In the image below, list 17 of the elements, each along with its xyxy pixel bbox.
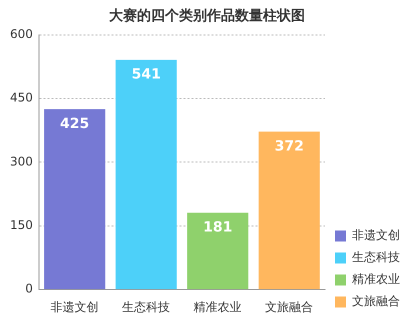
chart-title: 大赛的四个类别作品数量柱状图 <box>109 7 305 24</box>
legend-label: 非遗文创 <box>352 228 400 242</box>
x-tick-label: 非遗文创 <box>50 300 99 314</box>
y-tick-label: 450 <box>10 90 33 105</box>
legend-label: 生态科技 <box>352 250 400 264</box>
data-label: 372 <box>274 138 304 154</box>
x-tick-label: 文旅融合 <box>265 300 314 314</box>
y-tick-label: 600 <box>10 26 33 41</box>
data-label: 181 <box>203 219 232 236</box>
x-tick-label: 精准农业 <box>194 300 242 314</box>
x-tick-label: 生态科技 <box>122 300 170 314</box>
data-label: 425 <box>60 116 90 132</box>
y-tick-label: 150 <box>10 218 33 232</box>
y-tick-label: 0 <box>25 282 33 296</box>
y-tick-label: 300 <box>10 154 33 168</box>
legend-label: 精准农业 <box>352 272 400 286</box>
data-label: 541 <box>132 66 161 82</box>
